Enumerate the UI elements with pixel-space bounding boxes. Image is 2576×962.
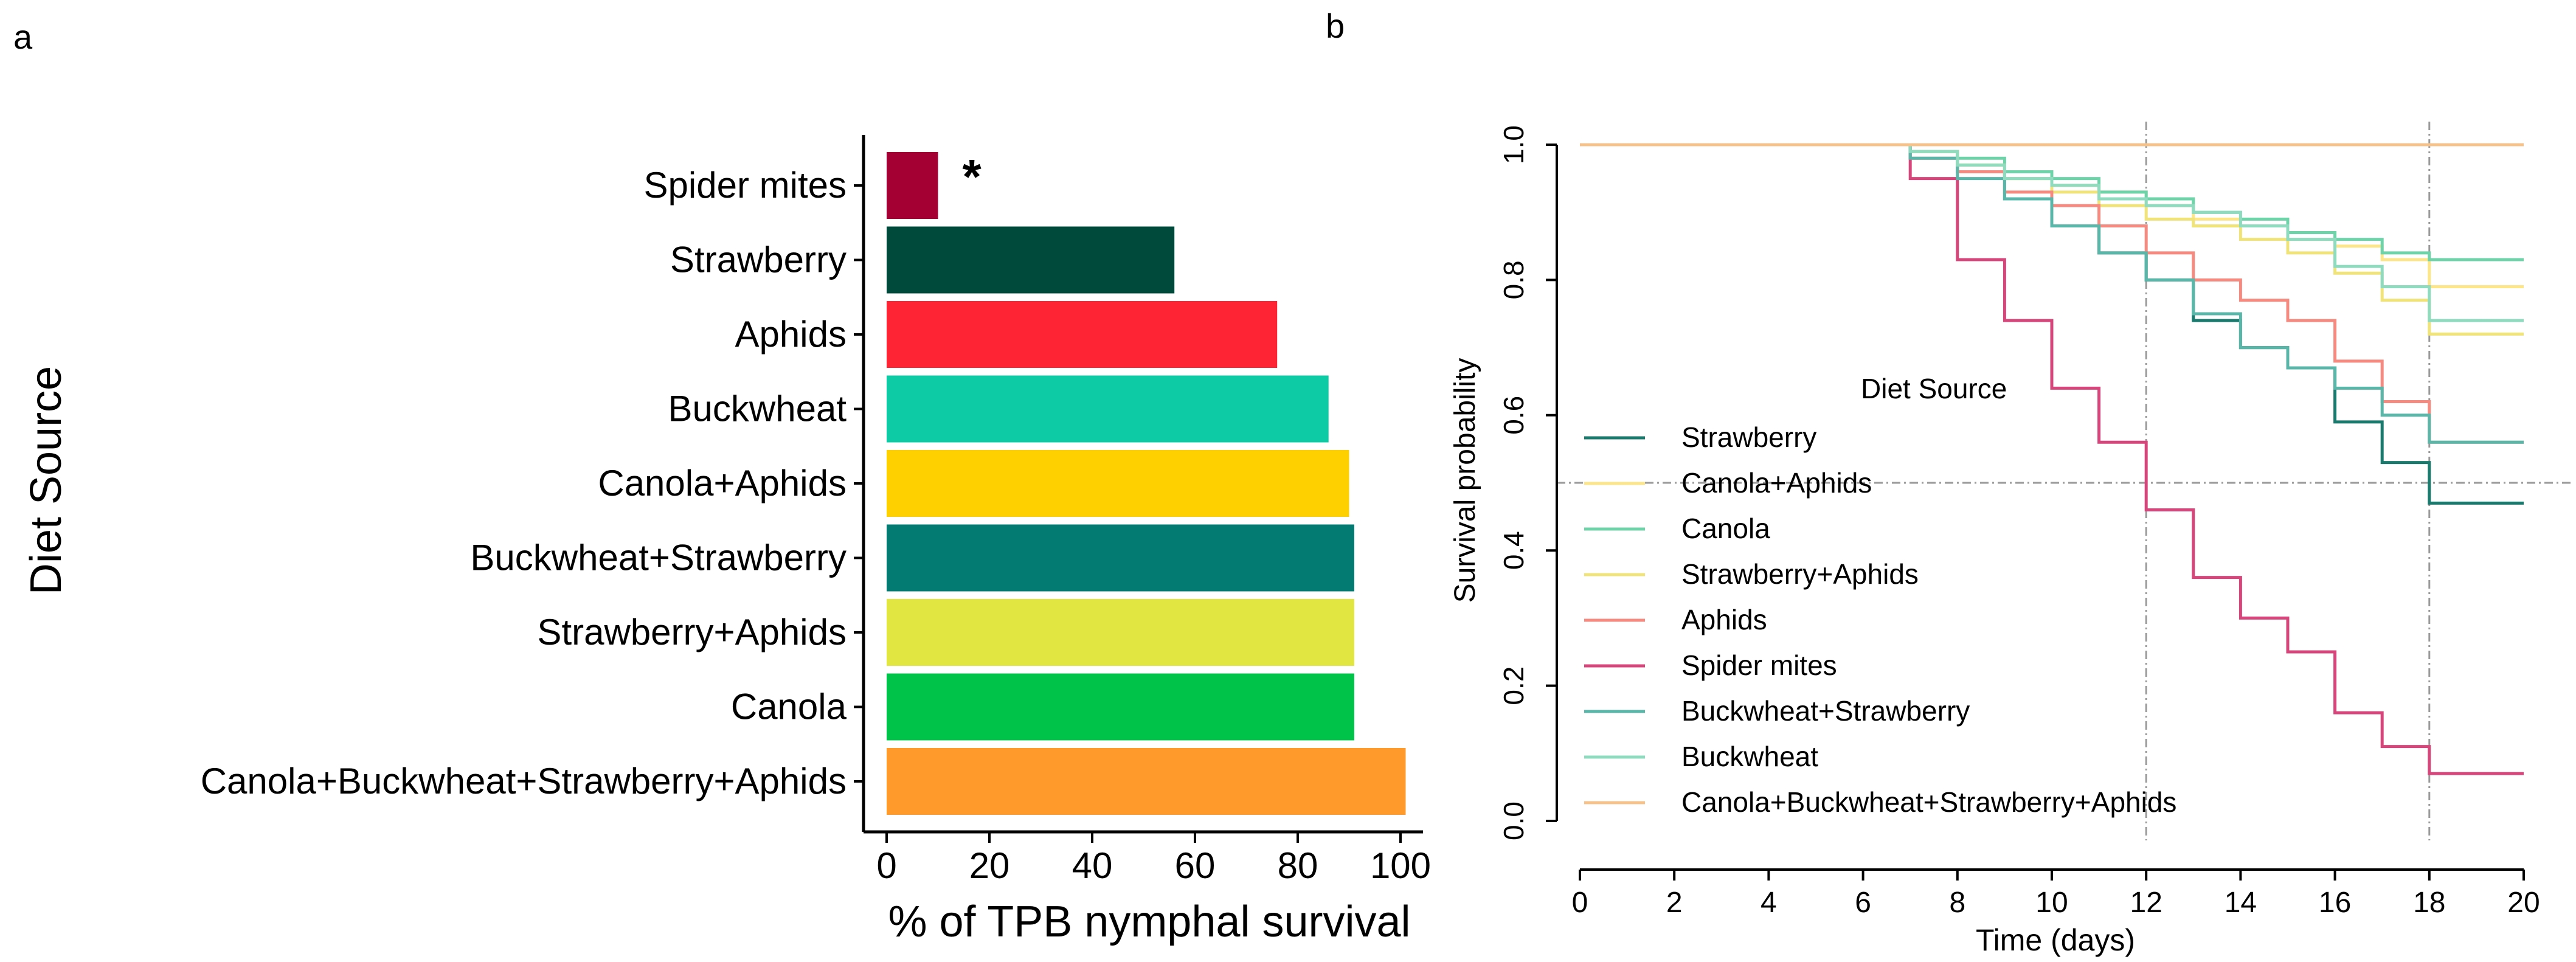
y-tick-label: 1.0 (1498, 125, 1529, 164)
bar-spider-mites (887, 152, 938, 219)
x-tick-label: 12 (2130, 887, 2162, 919)
y-tick-label: 0.8 (1498, 260, 1529, 299)
panel-b-y-ticks: 0.0 0.2 0.4 0.6 0.8 1.0 (1498, 125, 1557, 840)
category-label: Strawberry (670, 240, 847, 280)
x-tick-label: 8 (1949, 887, 1965, 919)
series-spider-mites (1580, 143, 2524, 775)
legend-label: Buckwheat+Strawberry (1681, 695, 1970, 727)
panel-b-legend: Diet Source Strawberry Canola+Aphids Canol… (1584, 373, 2176, 818)
bar-aphids (887, 301, 1278, 368)
panel-b-series (1580, 143, 2524, 775)
x-tick-label: 0 (876, 845, 896, 886)
panel-b-label: b (1326, 7, 1345, 45)
category-label: Canola+Buckwheat+Strawberry+Aphids (201, 761, 847, 801)
panel-b-survival-plot: b Survival probability Time (days) 0 2 4 6 8… (1326, 7, 2572, 957)
series-aphids (1580, 143, 2524, 444)
x-tick-label: 4 (1761, 887, 1777, 919)
panel-a-y-axis-title: Diet Source (22, 366, 71, 595)
panel-b-legend-title: Diet Source (1861, 373, 2007, 404)
panel-b-legend-items: Strawberry Canola+Aphids Canola Strawberry+… (1584, 421, 2176, 818)
x-tick-label: 6 (1855, 887, 1871, 919)
category-label: Buckwheat (668, 389, 847, 429)
x-tick-label: 60 (1175, 845, 1216, 886)
y-tick-label: 0.4 (1498, 531, 1529, 570)
x-tick-label: 10 (2035, 887, 2068, 919)
x-tick-label: 2 (1666, 887, 1683, 919)
y-tick-label: 0.6 (1498, 396, 1529, 435)
panel-a-label: a (13, 18, 33, 56)
series-canola (1580, 143, 2524, 261)
x-tick-label: 40 (1072, 845, 1113, 886)
panel-b-x-ticks: 0 2 4 6 8 10 12 14 16 18 20 (1572, 870, 2540, 919)
x-tick-label: 20 (2507, 887, 2540, 919)
x-tick-label: 0 (1572, 887, 1588, 919)
x-tick-label: 20 (969, 845, 1010, 886)
bar-strawberry (887, 226, 1175, 294)
legend-label: Canola+Buckwheat+Strawberry+Aphids (1681, 786, 2176, 818)
category-label: Spider mites (644, 165, 847, 206)
legend-label: Buckwheat (1681, 741, 1818, 772)
x-tick-label: 16 (2319, 887, 2351, 919)
significance-star: * (963, 150, 982, 204)
category-label: Canola+Aphids (598, 463, 847, 503)
bar-buckwheat-strawberry (887, 524, 1354, 592)
category-label: Canola (731, 687, 847, 727)
category-label: Buckwheat+Strawberry (470, 538, 847, 578)
bar-canola (887, 673, 1354, 741)
legend-label: Aphids (1681, 604, 1767, 635)
bar-canola-buckwheat-strawberry-aphids (887, 748, 1406, 815)
panel-a-bar-chart: a Diet Source % of TPB nymphal survival … (13, 18, 1431, 946)
y-tick-label: 0.2 (1498, 666, 1529, 705)
panel-b-y-axis-title: Survival probability (1449, 358, 1481, 603)
bar-strawberry-aphids (887, 599, 1354, 666)
panel-a-bars: * (887, 150, 1406, 815)
legend-label: Strawberry+Aphids (1681, 558, 1919, 590)
legend-label: Strawberry (1681, 421, 1816, 453)
x-tick-label: 14 (2225, 887, 2257, 919)
panel-a-category-labels: Spider mites Strawberry Aphids Buckwheat Can… (201, 165, 864, 801)
bar-buckwheat (887, 375, 1329, 443)
series-buckwheat (1580, 143, 2524, 322)
category-label: Aphids (735, 314, 847, 355)
x-tick-label: 80 (1278, 845, 1318, 886)
panel-a-x-axis-title: % of TPB nymphal survival (888, 898, 1410, 946)
panel-b-x-axis-title: Time (days) (1976, 923, 2135, 957)
y-tick-label: 0.0 (1498, 801, 1529, 840)
series-buckwheat-strawberry (1580, 143, 2524, 444)
legend-label: Spider mites (1681, 649, 1837, 681)
x-tick-label: 18 (2413, 887, 2445, 919)
legend-label: Canola+Aphids (1681, 467, 1872, 499)
x-tick-label: 100 (1370, 845, 1431, 886)
panel-a-x-ticks: 0 20 40 60 80 100 (876, 832, 1431, 886)
category-label: Strawberry+Aphids (537, 612, 847, 652)
legend-label: Canola (1681, 513, 1770, 544)
bar-canola-aphids (887, 450, 1349, 517)
